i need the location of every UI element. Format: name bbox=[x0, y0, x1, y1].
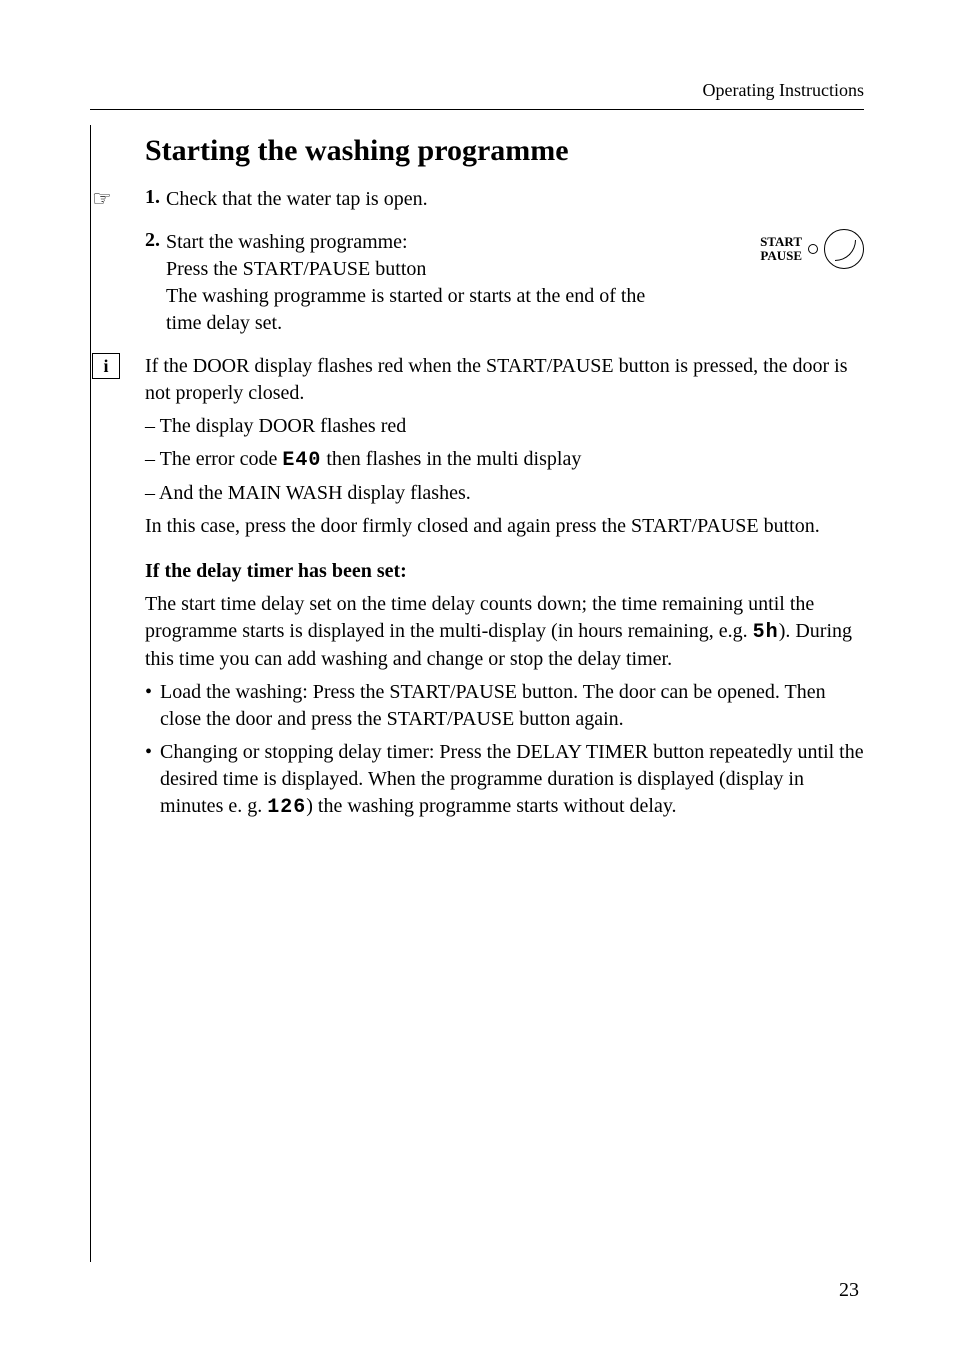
info-dash2-pre: – The error code bbox=[145, 448, 282, 470]
bullet-2-text: Changing or stopping delay timer: Press … bbox=[160, 739, 864, 821]
info-dash2-post: then flashes in the multi display bbox=[321, 448, 581, 470]
page-number: 23 bbox=[839, 1279, 859, 1302]
info-icon: i bbox=[92, 353, 120, 379]
step-2-line2: Press the START/PAUSE button bbox=[166, 256, 656, 283]
delay-timer-para: The start time delay set on the time del… bbox=[145, 591, 864, 673]
bullet-mark: • bbox=[145, 679, 152, 733]
header-section-title: Operating Instructions bbox=[90, 80, 864, 110]
step-2-line1: Start the washing programme: bbox=[166, 229, 656, 256]
delay-hours-code: 5h bbox=[753, 621, 779, 644]
step-1-text: Check that the water tap is open. bbox=[166, 186, 428, 213]
error-code: E40 bbox=[282, 449, 321, 472]
delay-para-pre: The start time delay set on the time del… bbox=[145, 593, 814, 642]
bullet-1-text: Load the washing: Press the START/PAUSE … bbox=[160, 679, 864, 733]
info-para1: If the DOOR display flashes red when the… bbox=[145, 353, 864, 407]
pointing-hand-icon: ☞ bbox=[92, 186, 112, 212]
page-heading: Starting the washing programme bbox=[145, 134, 864, 168]
step-1-number: 1. bbox=[145, 186, 160, 213]
step-2-line3: The washing programme is started or star… bbox=[166, 283, 656, 337]
info-dash3: – And the MAIN WASH display flashes. bbox=[145, 480, 864, 507]
bullet-mark: • bbox=[145, 739, 152, 821]
delay-timer-heading: If the delay timer has been set: bbox=[145, 558, 864, 585]
step-2-number: 2. bbox=[145, 229, 160, 337]
bullet2-post: ) the washing programme starts without d… bbox=[306, 795, 676, 817]
duration-code: 126 bbox=[267, 796, 306, 819]
info-dash2: – The error code E40 then flashes in the… bbox=[145, 446, 864, 474]
info-para2: In this case, press the door firmly clos… bbox=[145, 513, 864, 540]
margin-rule bbox=[90, 125, 91, 1262]
info-dash1: – The display DOOR flashes red bbox=[145, 413, 864, 440]
